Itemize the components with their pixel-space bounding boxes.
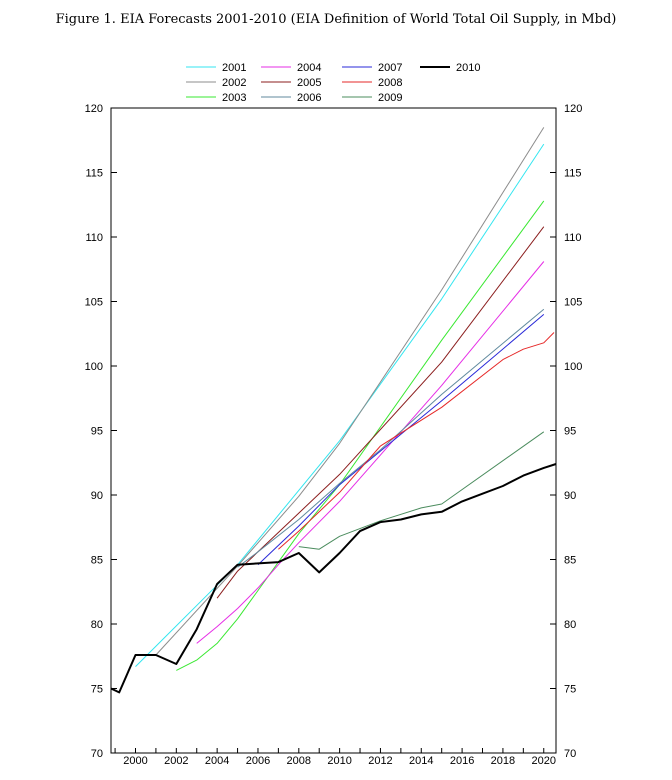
plot-frame (110, 107, 557, 754)
figure-title: Figure 1. EIA Forecasts 2001-2010 (EIA D… (55, 12, 617, 27)
y-tick-label-left: 110 (85, 232, 103, 244)
legend-label-2005: 2005 (297, 77, 321, 89)
series-line-2009 (298, 431, 545, 550)
y-tick-label-right: 70 (564, 748, 576, 760)
legend-label-2008: 2008 (378, 77, 402, 89)
y-tick-label-right: 90 (564, 490, 576, 502)
series-line-2004 (196, 261, 545, 644)
legend-label-2001: 2001 (222, 62, 246, 74)
y-tick-label-left: 75 (91, 684, 103, 696)
series-line-2001 (135, 143, 545, 667)
y-tick-label-right: 75 (564, 684, 576, 696)
y-tick-label-left: 90 (91, 490, 103, 502)
y-tick-label-left: 100 (85, 361, 103, 373)
y-axis-right: 70 75 80 85 90 95 100 105 110 115 120 (550, 103, 582, 760)
series-group (110, 127, 557, 694)
series-line-2002 (155, 127, 545, 656)
y-tick-label-right: 105 (564, 297, 582, 309)
y-tick-label-right: 115 (564, 168, 582, 180)
y-axis-left: 70 75 80 85 90 95 100 105 110 115 120 (85, 103, 117, 760)
legend-label-2006: 2006 (297, 92, 321, 104)
y-tick-label-left: 85 (91, 555, 103, 567)
y-tick-label-right: 100 (564, 361, 582, 373)
y-tick-label-left: 105 (85, 297, 103, 309)
x-tick-label: 2000 (123, 755, 147, 767)
y-tick-label-left: 70 (91, 748, 103, 760)
x-axis: 2000 2002 2004 2006 2008 2010 2012 2014 2016 2018… (114, 748, 556, 767)
x-tick-label: 2016 (450, 755, 474, 767)
legend-label-2010: 2010 (456, 62, 480, 74)
y-tick-label-right: 80 (564, 619, 576, 631)
x-tick-label: 2018 (491, 755, 515, 767)
series-line-2010 (110, 463, 557, 694)
legend-label-2007: 2007 (378, 62, 402, 74)
x-tick-label: 2012 (368, 755, 392, 767)
x-tick-label: 2014 (409, 755, 433, 767)
y-tick-label-right: 85 (564, 555, 576, 567)
legend-label-2003: 2003 (222, 92, 246, 104)
legend-label-2004: 2004 (297, 62, 321, 74)
series-line-2006 (237, 308, 545, 568)
y-tick-label-right: 120 (564, 103, 582, 115)
chart-legend: 2001 2002 2003 2004 2005 2006 2007 2008 2009 2010 (186, 62, 480, 104)
x-tick-label: 2020 (532, 755, 556, 767)
series-line-2007 (257, 314, 545, 566)
series-line-2008 (278, 332, 555, 550)
x-tick-label: 2008 (287, 755, 311, 767)
y-tick-label-left: 120 (85, 103, 103, 115)
series-line-2003 (176, 200, 545, 671)
y-tick-label-left: 115 (85, 168, 103, 180)
y-tick-label-left: 80 (91, 619, 103, 631)
x-tick-label: 2004 (205, 755, 229, 767)
x-tick-label: 2002 (164, 755, 188, 767)
y-tick-label-right: 95 (564, 426, 576, 438)
y-tick-label-right: 110 (564, 232, 582, 244)
y-tick-label-left: 95 (91, 426, 103, 438)
legend-label-2002: 2002 (222, 77, 246, 89)
series-line-2005 (216, 226, 545, 599)
legend-label-2009: 2009 (378, 92, 402, 104)
x-tick-label: 2010 (327, 755, 351, 767)
x-tick-label: 2006 (246, 755, 270, 767)
